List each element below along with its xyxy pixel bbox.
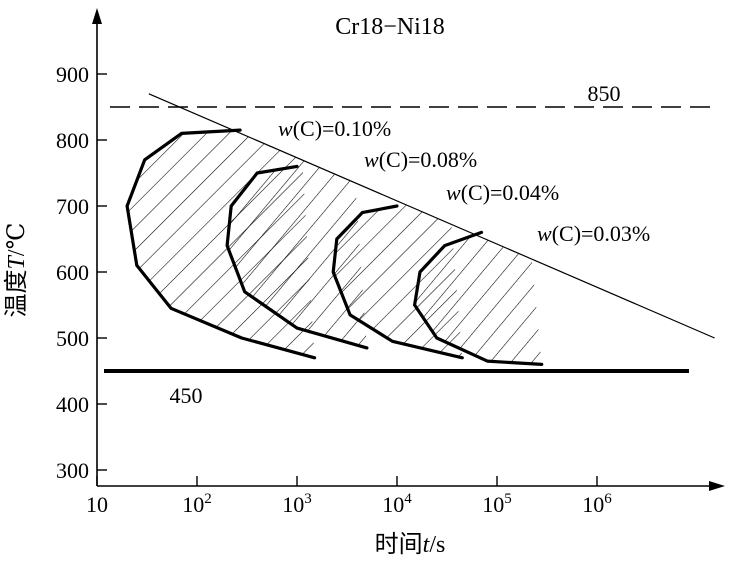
- x-tick-label: 104: [382, 491, 412, 517]
- x-tick-label: 10: [86, 492, 108, 517]
- x-tick-label: 103: [282, 491, 312, 517]
- y-tick-label: 800: [56, 128, 89, 153]
- c-curve: [413, 230, 544, 366]
- y-tick-label: 300: [56, 458, 89, 483]
- y-tick-label: 600: [56, 260, 89, 285]
- series-label: w(C)=0.08%: [364, 147, 477, 172]
- x-tick-label: 102: [182, 491, 212, 517]
- c-curve: [225, 164, 369, 350]
- x-tick-label: 105: [482, 491, 512, 517]
- y-tick-label: 400: [56, 392, 89, 417]
- x-axis-arrow: [709, 481, 725, 491]
- hatched-region: [227, 157, 367, 348]
- series-label: w(C)=0.04%: [446, 180, 559, 205]
- series-label: w(C)=0.10%: [278, 116, 391, 141]
- series-label: w(C)=0.03%: [537, 221, 650, 246]
- reference-label-850: 850: [588, 81, 621, 106]
- hatched-region: [414, 232, 542, 365]
- chart-title: Cr18−Ni18: [335, 14, 445, 40]
- reference-label-450: 450: [170, 383, 203, 408]
- c-curve: [331, 204, 464, 360]
- c-curve: [125, 128, 317, 360]
- y-tick-label: 700: [56, 194, 89, 219]
- y-tick-label: 900: [56, 62, 89, 87]
- y-axis-label: 温度T/℃: [3, 223, 30, 318]
- x-axis-label: 时间t/s: [375, 531, 446, 557]
- y-axis-arrow: [92, 8, 102, 24]
- y-tick-label: 500: [56, 326, 89, 351]
- x-tick-label: 106: [582, 491, 612, 517]
